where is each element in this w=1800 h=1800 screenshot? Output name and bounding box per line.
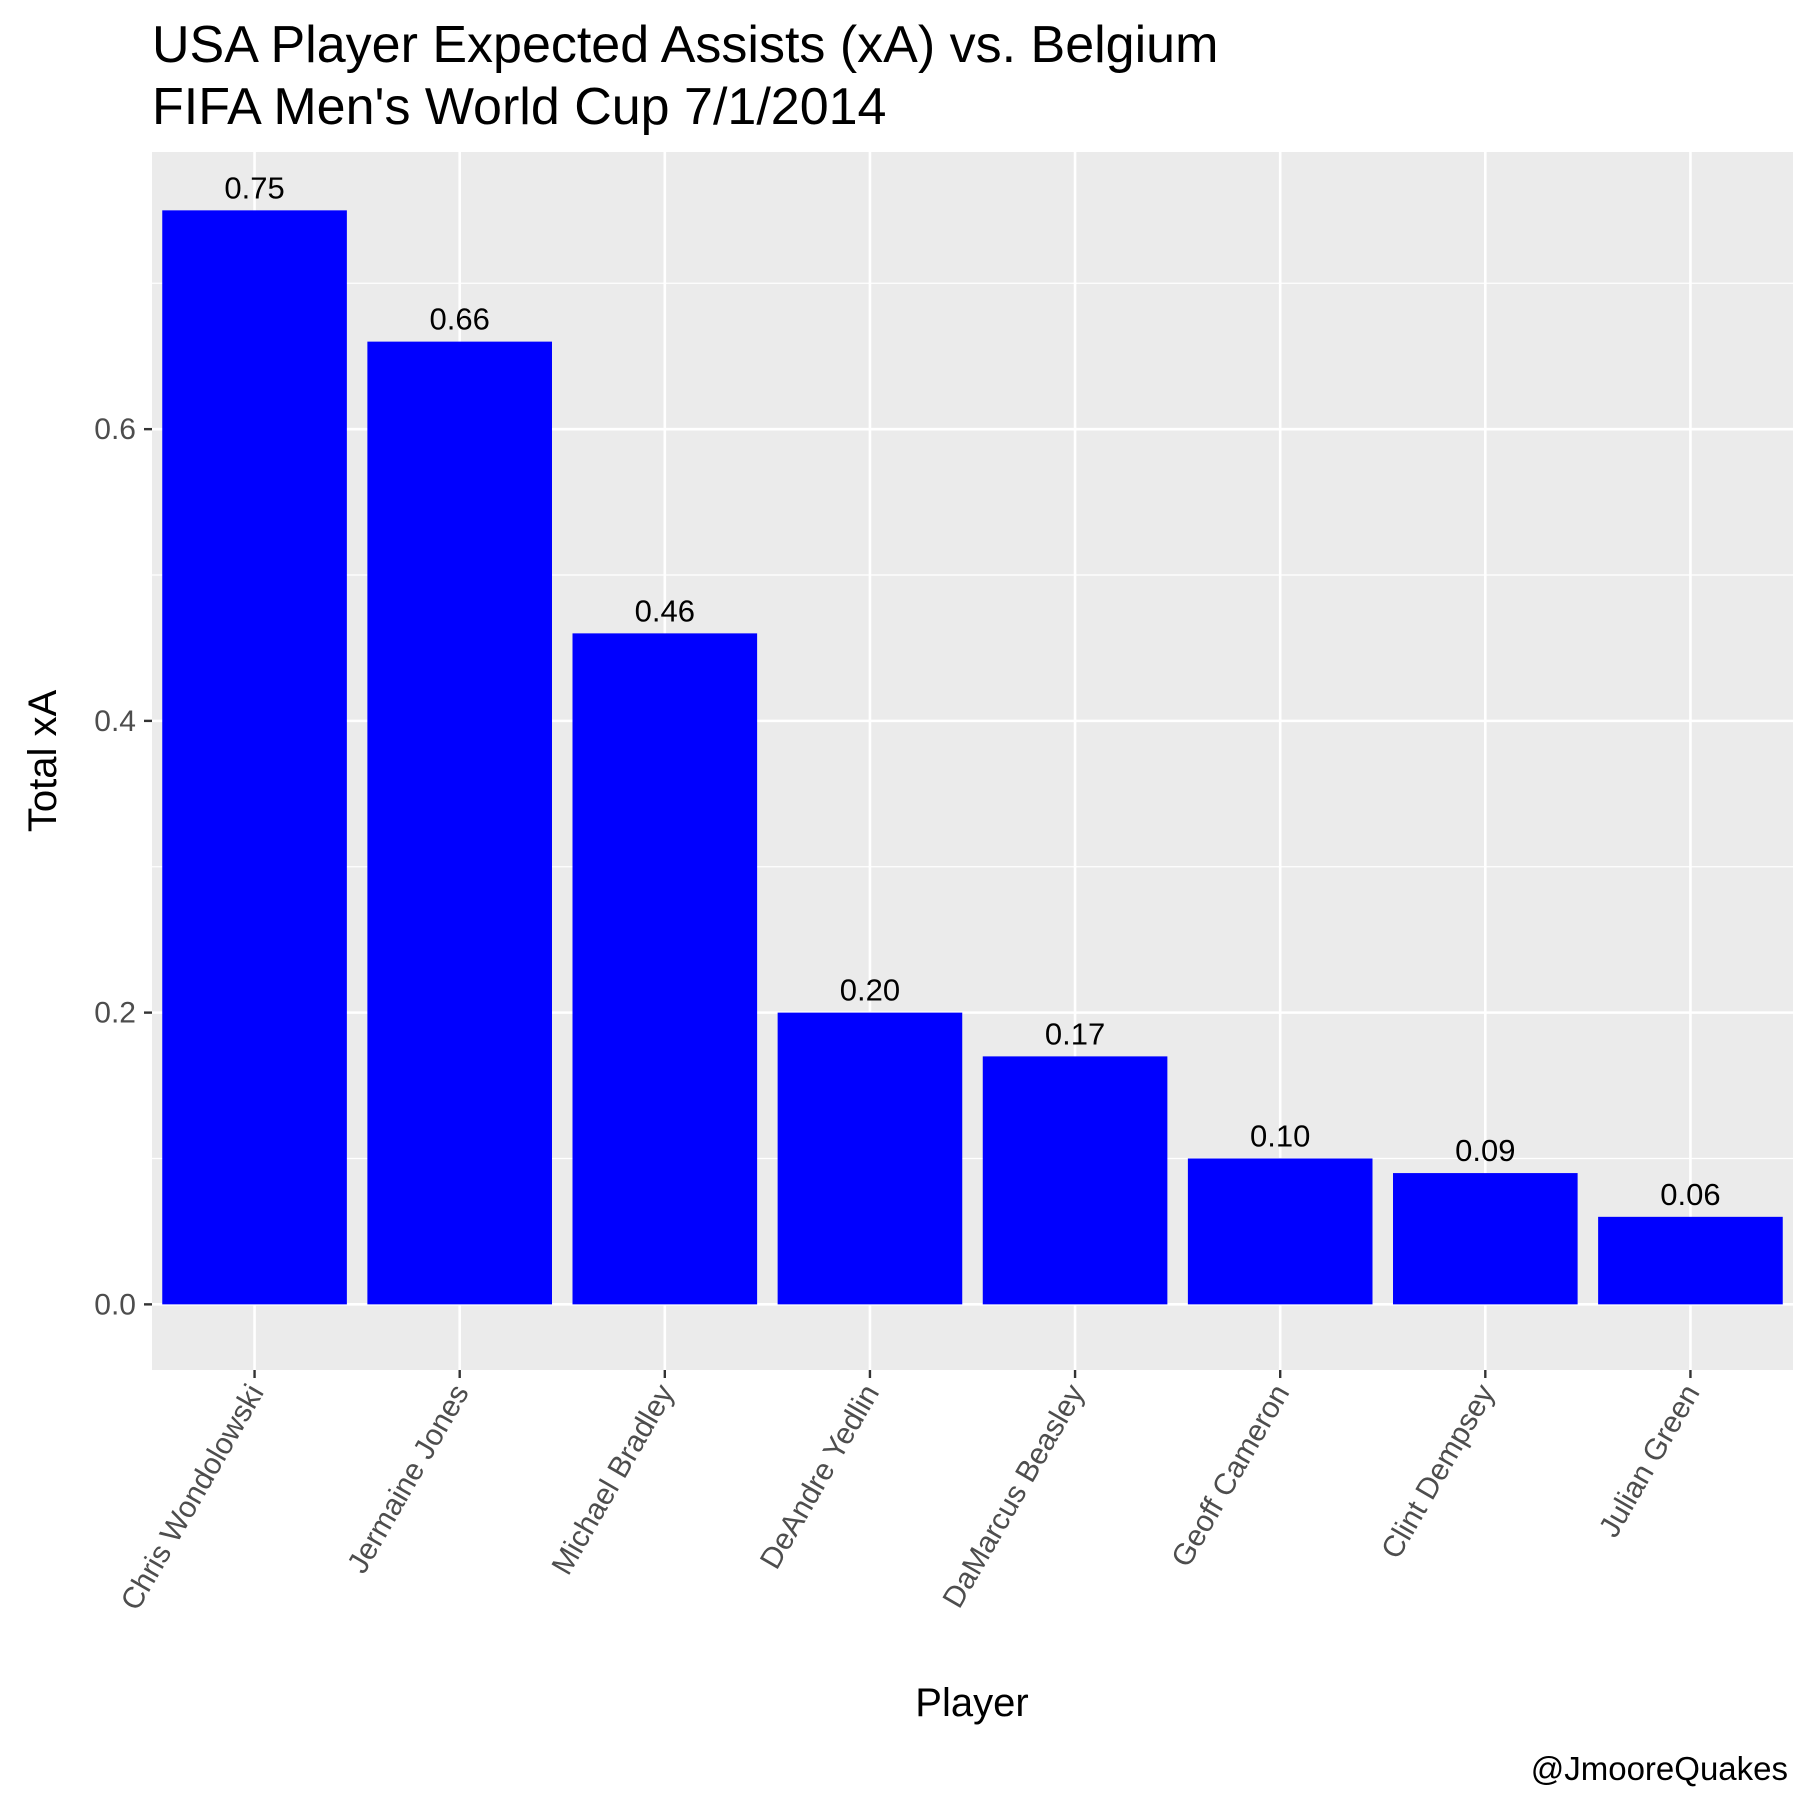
y-tick-label: 0.2 bbox=[94, 997, 136, 1030]
bar bbox=[367, 341, 552, 1305]
bar bbox=[1598, 1216, 1783, 1305]
y-axis: 0.0 0.2 0.4 0.6 bbox=[94, 413, 152, 1321]
y-axis-title: Total xA bbox=[21, 690, 65, 833]
bar bbox=[777, 1012, 963, 1305]
bar-value-label: 0.66 bbox=[430, 302, 490, 337]
chart-title: USA Player Expected Assists (xA) vs. Bel… bbox=[152, 16, 1218, 74]
x-tick-label: Jermaine Jones bbox=[341, 1379, 475, 1579]
bar bbox=[1187, 1158, 1373, 1305]
bar-value-label: 0.09 bbox=[1455, 1133, 1515, 1168]
bar-value-label: 0.75 bbox=[224, 170, 284, 205]
bar bbox=[572, 633, 758, 1305]
chart-caption: @JmooreQuakes bbox=[1531, 1750, 1788, 1787]
bar bbox=[1393, 1173, 1578, 1305]
x-tick-label: Chris Wondolowski bbox=[115, 1379, 271, 1616]
y-tick-label: 0.6 bbox=[94, 413, 136, 446]
bar-value-label: 0.20 bbox=[840, 973, 900, 1008]
x-axis-title: Player bbox=[915, 1681, 1028, 1725]
bar-labels: 0.75 0.66 0.46 0.20 0.17 0.10 0.09 0.06 bbox=[224, 170, 1720, 1211]
bar-value-label: 0.06 bbox=[1660, 1177, 1720, 1212]
y-tick-label: 0.4 bbox=[94, 705, 136, 738]
bar-value-label: 0.10 bbox=[1250, 1118, 1310, 1153]
x-axis: Chris Wondolowski Jermaine Jones Michael B… bbox=[115, 1370, 1707, 1616]
chart-subtitle: FIFA Men's World Cup 7/1/2014 bbox=[152, 78, 886, 136]
x-tick-label: Michael Bradley bbox=[546, 1379, 681, 1580]
x-tick-label: DaMarcus Beasley bbox=[937, 1379, 1091, 1614]
bar bbox=[162, 210, 347, 1305]
x-tick-label: Julian Green bbox=[1593, 1379, 1707, 1543]
bar-value-label: 0.46 bbox=[635, 593, 695, 628]
bar-value-label: 0.17 bbox=[1045, 1016, 1105, 1051]
bars bbox=[162, 210, 1783, 1305]
x-tick-label: Clint Dempsey bbox=[1375, 1379, 1501, 1564]
x-tick-label: Geoff Cameron bbox=[1165, 1379, 1296, 1573]
x-tick-label: DeAndre Yedlin bbox=[754, 1379, 886, 1575]
y-tick-label: 0.0 bbox=[94, 1288, 136, 1321]
bar bbox=[982, 1056, 1168, 1305]
